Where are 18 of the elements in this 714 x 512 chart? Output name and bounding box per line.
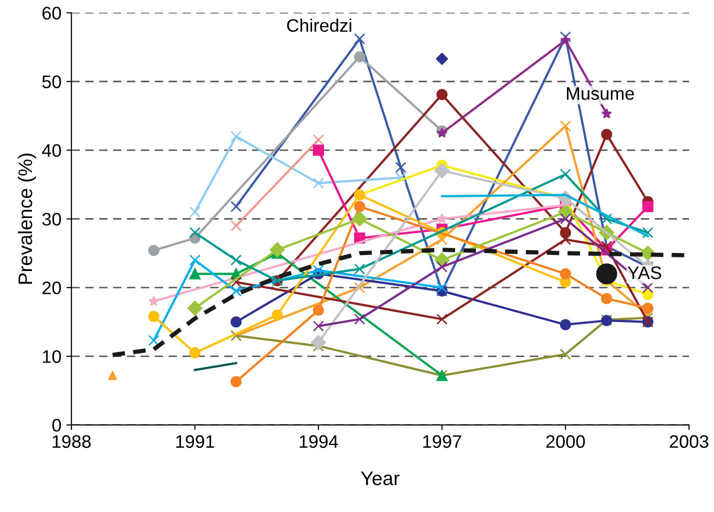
y-tick-label: 20 bbox=[42, 282, 61, 294]
y-tick-label: 10 bbox=[42, 350, 61, 363]
y-tick-label: 40 bbox=[42, 144, 61, 157]
x-tick-label: 1991 bbox=[176, 435, 214, 448]
y-tick-label: 30 bbox=[42, 212, 61, 226]
y-axis-title: Prevalence (%) bbox=[18, 154, 36, 284]
x-axis-title: Year bbox=[360, 472, 400, 486]
y-tick-label: 60 bbox=[42, 6, 61, 20]
annotation: Musume bbox=[566, 87, 634, 100]
x-tick-label: 1988 bbox=[52, 435, 91, 448]
annotation: YAS bbox=[628, 266, 662, 280]
x-tick-label: 1994 bbox=[300, 435, 338, 448]
y-tick-label: 0 bbox=[52, 418, 61, 432]
y-tick-label: 50 bbox=[42, 75, 61, 88]
x-tick-label: 2003 bbox=[670, 435, 708, 448]
annotation: Chiredzi bbox=[287, 18, 352, 32]
x-tick-label: 2000 bbox=[546, 435, 585, 448]
x-tick-label: 1997 bbox=[423, 435, 462, 448]
